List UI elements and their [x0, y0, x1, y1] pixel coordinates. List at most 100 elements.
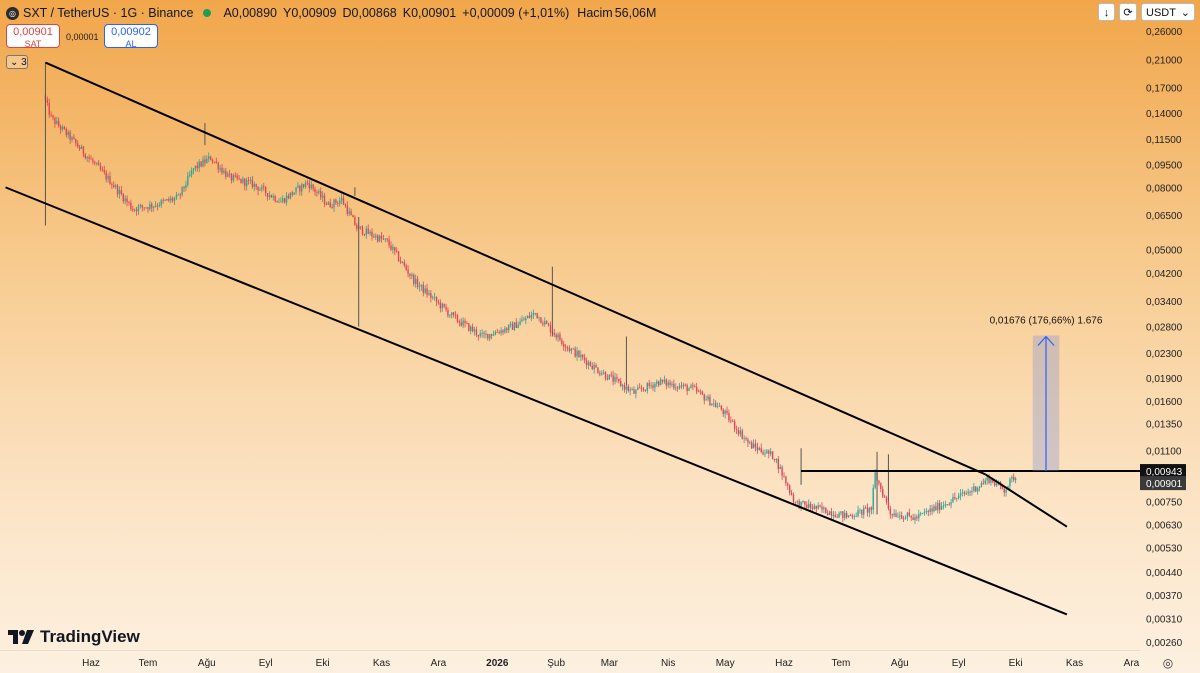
candle-body [456, 315, 459, 322]
candle-body [337, 202, 339, 204]
candle-body [825, 507, 827, 514]
candle-body [473, 329, 476, 332]
symbol-title[interactable]: SXT / TetherUS · 1G · Binance [23, 6, 194, 20]
candle-body [931, 508, 933, 512]
candle-body [549, 325, 552, 333]
candle-body [771, 451, 774, 460]
candle-body [394, 246, 396, 251]
candle-body [739, 430, 742, 435]
candle-body [170, 198, 172, 201]
candle-body [95, 162, 98, 164]
y-tick-label: 0,00370 [1146, 591, 1183, 602]
candle-body [540, 317, 542, 324]
buy-label: AL [125, 39, 137, 49]
close-key: K [402, 6, 412, 20]
candle-body [293, 192, 295, 195]
sync-button[interactable]: ⟳ [1119, 3, 1137, 21]
candle-body [211, 159, 214, 162]
candle-body [278, 201, 280, 203]
candle-body [500, 330, 502, 334]
candle-body [244, 178, 246, 186]
projection-arrow-head [1037, 335, 1055, 346]
candle-body [697, 391, 700, 393]
candle-body [481, 333, 483, 335]
candle-body [489, 334, 491, 339]
candle-body [572, 348, 574, 350]
x-tick-label: Ara [1124, 658, 1140, 669]
candle-body [310, 184, 312, 189]
y-tick-label: 0,00440 [1146, 568, 1183, 579]
candle-body [189, 174, 191, 176]
candle-body [940, 506, 943, 510]
candle-body [675, 387, 677, 389]
buy-button[interactable]: 0,00902 AL [104, 24, 158, 49]
candle-body [397, 251, 400, 261]
upper-trendline-extension [984, 473, 1068, 528]
candle-body [318, 191, 320, 193]
candle-body [728, 413, 730, 421]
candle-body [71, 137, 73, 140]
candle-body [238, 178, 240, 180]
currency-select[interactable]: USDT ⌄ [1141, 3, 1195, 21]
volume-key: Hacim [577, 6, 613, 20]
candle-body [350, 211, 352, 216]
candle-body [196, 165, 199, 169]
candle-body [671, 383, 673, 385]
volume-value: 56,06M [614, 6, 657, 20]
candle-body [980, 482, 983, 487]
candle-body [942, 505, 945, 507]
last-price-tag-bg [1140, 476, 1186, 491]
candle-body [610, 374, 612, 376]
indicator-collapse-button[interactable]: ⌄ 3 [6, 55, 28, 69]
candle-body [623, 385, 626, 390]
candle-body [451, 312, 453, 316]
tradingview-logo[interactable]: TradingView [8, 627, 140, 647]
candle-body [944, 504, 947, 506]
candle-body [348, 211, 350, 214]
candle-body [54, 117, 56, 124]
download-button[interactable]: ↓ [1098, 3, 1115, 21]
candle-body [401, 262, 404, 263]
candle-body [528, 315, 531, 318]
candle-body [923, 512, 926, 513]
candle-body [880, 483, 882, 490]
candle-body [105, 172, 107, 180]
candle-body [783, 475, 785, 477]
candle-body [101, 169, 104, 171]
tradingview-mark-icon [8, 630, 34, 644]
x-tick-label: Haz [775, 658, 793, 669]
candle-body [264, 187, 267, 194]
candle-body [418, 286, 421, 288]
candle-body [59, 126, 62, 130]
candle-body [285, 195, 288, 203]
candle-body [591, 365, 593, 370]
candle-body [439, 302, 442, 309]
candle-body [171, 198, 174, 201]
y-tick-label: 0,02800 [1146, 323, 1183, 334]
candle-body [593, 364, 595, 370]
candle-body [618, 378, 620, 382]
candle-body [384, 238, 386, 240]
candle-body [380, 235, 383, 239]
candle-body [722, 409, 724, 415]
candle-body [223, 170, 225, 173]
symbol-logo-icon: ◎ [6, 6, 19, 20]
candle-body [885, 497, 888, 502]
candle-body [680, 385, 683, 387]
sell-button[interactable]: 0,00901 SAT [6, 24, 60, 49]
candle-body [720, 405, 723, 410]
candle-body [935, 506, 937, 511]
candle-body [864, 507, 867, 509]
candle-body [73, 137, 75, 140]
axis-settings-icon[interactable]: ◎ [1162, 656, 1174, 670]
y-tick-label: 0,04200 [1146, 269, 1183, 280]
candle-body [654, 383, 656, 388]
candle-body [297, 185, 299, 188]
candle-body [874, 472, 876, 488]
candle-body [804, 501, 806, 505]
candle-body [770, 451, 772, 454]
candle-body [320, 191, 322, 198]
candle-body [485, 333, 487, 335]
candle-body [899, 515, 901, 517]
